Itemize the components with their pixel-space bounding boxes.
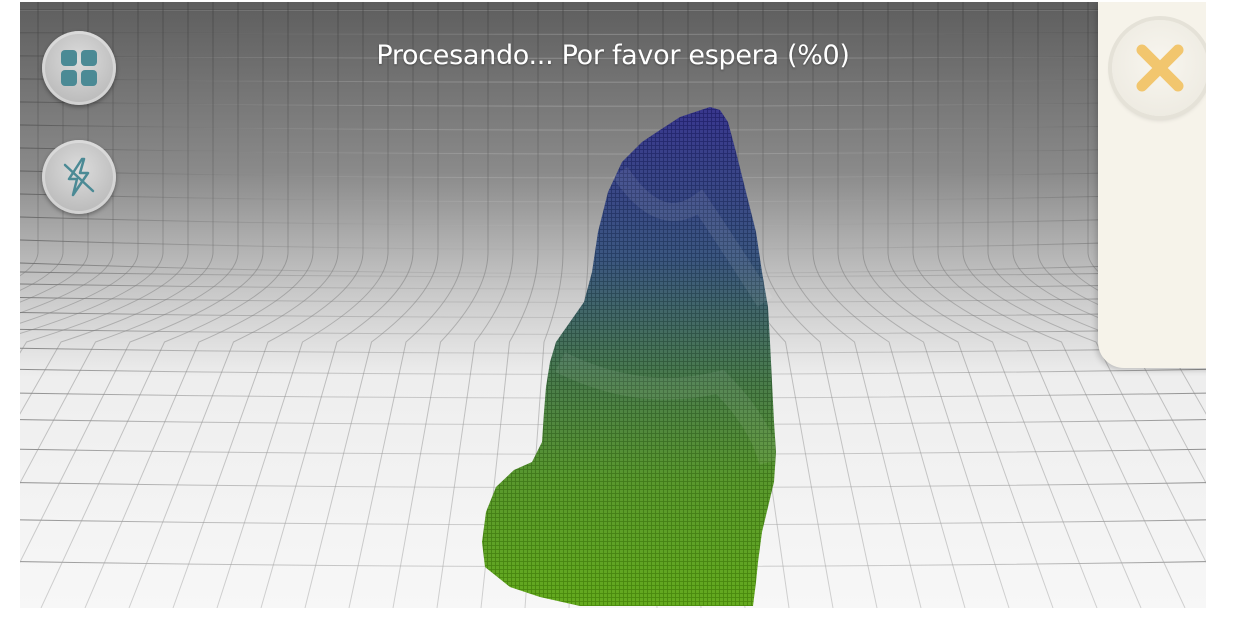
close-icon: [1136, 44, 1184, 92]
close-button[interactable]: [1112, 20, 1206, 116]
3d-viewport[interactable]: Procesando... Por favor espera (%0): [20, 2, 1206, 608]
flash-toggle-button[interactable]: [42, 140, 116, 214]
side-panel: [1098, 2, 1206, 368]
scanned-3d-model: [482, 107, 781, 606]
flash-off-icon: [63, 157, 95, 197]
grid-view-button[interactable]: [42, 31, 116, 105]
grid-icon: [61, 50, 97, 86]
processing-status: Procesando... Por favor espera (%0): [376, 40, 850, 71]
